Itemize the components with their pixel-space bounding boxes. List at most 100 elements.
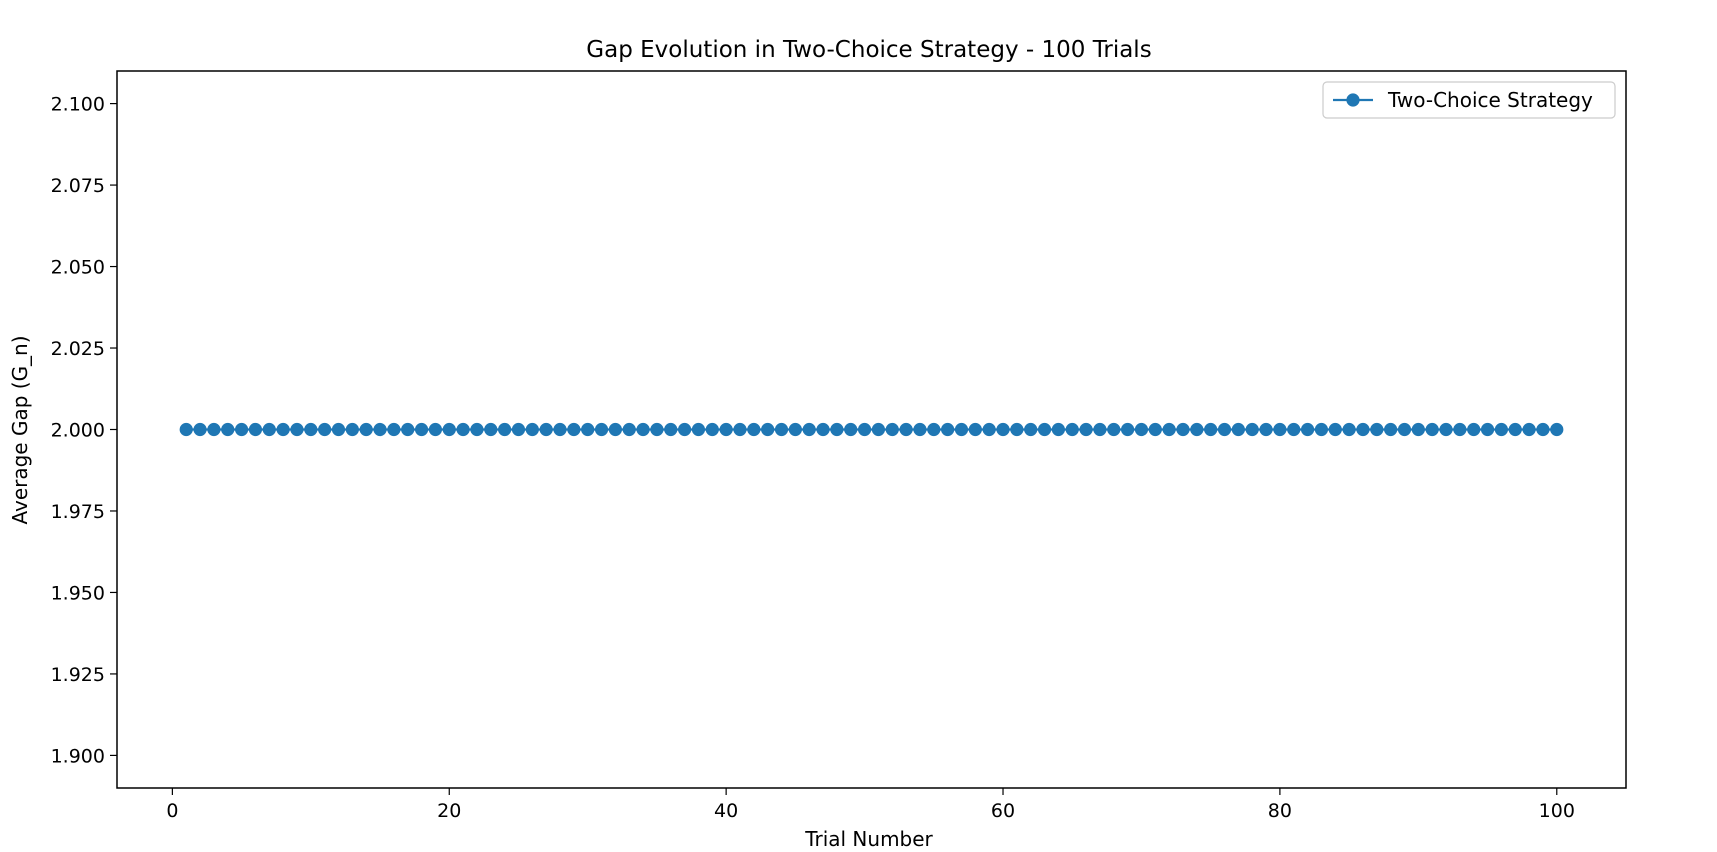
data-point [622, 422, 636, 437]
data-point [1467, 422, 1481, 437]
data-point [1079, 422, 1093, 437]
data-point [290, 422, 304, 437]
data-point [857, 422, 872, 437]
data-point [359, 422, 373, 437]
data-point [1453, 422, 1467, 437]
data-point [1397, 422, 1412, 437]
data-point [885, 422, 899, 437]
data-point [345, 422, 359, 437]
data-point [802, 422, 816, 437]
data-point [871, 422, 886, 437]
data-point [927, 422, 941, 437]
data-point [968, 422, 982, 437]
data-point [179, 422, 193, 437]
data-point [1508, 422, 1522, 437]
data-point [1024, 422, 1038, 437]
data-point [1010, 422, 1024, 437]
data-point [650, 422, 664, 437]
data-point [774, 422, 789, 437]
data-point [788, 422, 802, 437]
y-tick-label: 2.050 [51, 257, 105, 279]
data-point [747, 422, 761, 437]
y-axis-label: Average Gap (G_n) [8, 335, 32, 524]
data-point [484, 422, 498, 437]
data-point [1231, 422, 1245, 437]
data-point [608, 422, 622, 437]
data-point [401, 422, 415, 437]
data-point [844, 422, 858, 437]
data-point [331, 422, 346, 437]
data-point [1536, 422, 1550, 437]
data-point [1051, 422, 1065, 437]
data-point [1287, 422, 1301, 437]
data-point [691, 422, 706, 437]
data-point [1411, 422, 1425, 437]
data-point [1121, 422, 1135, 437]
data-point [456, 422, 470, 437]
data-point [567, 422, 581, 437]
data-point [511, 422, 526, 437]
data-point [414, 422, 429, 437]
data-point [1259, 422, 1273, 437]
data-point [761, 422, 775, 437]
y-tick-label: 2.075 [51, 175, 105, 197]
data-point [304, 422, 318, 437]
data-point [941, 422, 955, 437]
data-point [1037, 422, 1052, 437]
data-point [816, 422, 830, 437]
x-tick-label: 80 [1268, 800, 1292, 822]
data-point [1328, 422, 1342, 437]
data-point [235, 422, 249, 437]
y-tick-label: 2.025 [51, 338, 105, 360]
data-point [207, 422, 221, 437]
legend-label: Two-Choice Strategy [1387, 88, 1593, 112]
data-point [525, 422, 539, 437]
data-point [1204, 422, 1218, 437]
data-point [996, 422, 1010, 437]
data-point [1494, 422, 1508, 437]
y-tick-label: 1.950 [51, 582, 105, 604]
data-point [678, 422, 692, 437]
data-point [442, 422, 456, 437]
data-point [1134, 422, 1149, 437]
legend-marker [1346, 93, 1360, 107]
data-point [221, 422, 235, 437]
data-point [1065, 422, 1079, 437]
data-point [913, 422, 927, 437]
legend-box [1322, 81, 1616, 119]
data-point [1217, 422, 1232, 437]
data-point [318, 422, 332, 437]
y-tick-label: 1.925 [51, 664, 105, 686]
x-tick-label: 20 [437, 800, 461, 822]
data-point [428, 422, 443, 437]
data-point [982, 422, 996, 437]
x-tick-label: 60 [991, 800, 1015, 822]
data-point [1342, 422, 1356, 437]
data-point [1522, 422, 1536, 437]
data-point [1148, 422, 1162, 437]
data-point [581, 422, 595, 437]
data-point [387, 422, 401, 437]
data-point [1162, 422, 1176, 437]
data-point [193, 422, 207, 437]
data-point [1176, 422, 1190, 437]
data-point [1273, 422, 1287, 437]
x-axis-label: Trial Number [804, 827, 933, 851]
data-point [733, 422, 747, 437]
data-point [1550, 422, 1564, 437]
data-point [1093, 422, 1107, 437]
data-point [1190, 422, 1204, 437]
y-tick-label: 2.100 [51, 94, 105, 116]
data-point [1356, 422, 1370, 437]
data-point [498, 422, 512, 437]
data-point [1314, 422, 1329, 437]
y-tick-label: 2.000 [51, 420, 105, 442]
data-point [830, 422, 844, 437]
axes-frame [116, 70, 1627, 789]
x-tick-label: 0 [166, 800, 178, 822]
data-point [1245, 422, 1259, 437]
data-point [248, 422, 263, 437]
data-point [262, 422, 276, 437]
data-point [954, 422, 969, 437]
